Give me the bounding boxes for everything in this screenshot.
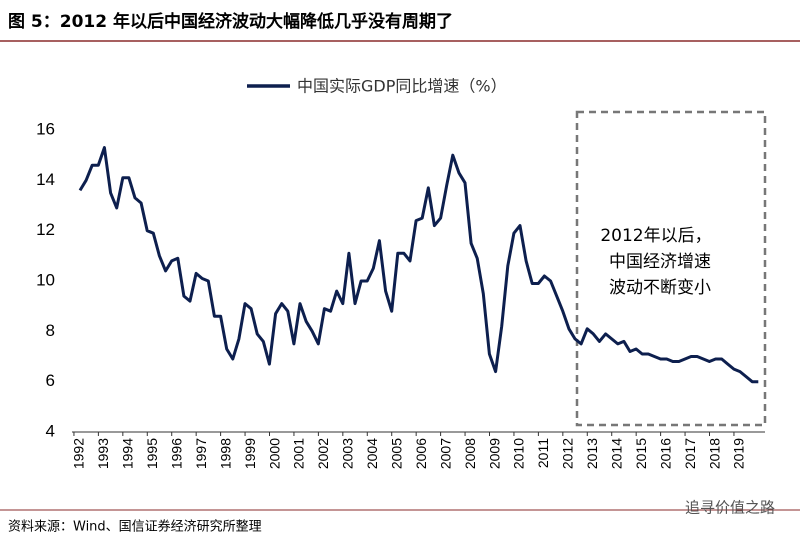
x-tick-label: 2018	[706, 438, 722, 469]
annotation-box	[575, 110, 767, 427]
x-tick-label: 2002	[315, 438, 331, 469]
x-tick-label: 1992	[71, 438, 87, 469]
x-tick-label: 1993	[95, 438, 111, 469]
x-tick-label: 2003	[340, 438, 356, 469]
y-tick-label: 4	[46, 421, 55, 440]
x-tick-label: 2015	[633, 438, 649, 469]
x-tick-label: 2011	[535, 438, 551, 468]
x-tick-label: 2012	[560, 438, 576, 469]
x-tick-label: 1996	[168, 438, 184, 469]
watermark: 追寻价值之路	[685, 499, 775, 517]
legend-label: 中国实际GDP同比增速（%）	[297, 77, 507, 96]
x-tick-label: 2010	[511, 438, 527, 469]
annotation: 2012年以后，	[600, 226, 711, 246]
y-tick-label: 8	[46, 321, 55, 340]
x-tick-label: 2000	[266, 438, 282, 469]
x-tick-label: 2006	[413, 438, 429, 469]
x-tick-label: 1999	[242, 438, 258, 469]
x-tick-label: 1995	[144, 438, 160, 469]
chart-title: 图 5：2012 年以后中国经济波动大幅降低几乎没有周期了	[8, 11, 453, 32]
x-tick-label: 1997	[193, 438, 209, 469]
annotation: 波动不断变小	[609, 278, 711, 298]
x-tick-label: 2005	[388, 438, 404, 469]
annotation: 中国经济增速	[609, 252, 711, 272]
line	[78, 146, 759, 384]
x-tick-label: 2007	[437, 438, 453, 469]
y-tick-label: 10	[36, 270, 55, 289]
y-tick-label: 14	[36, 170, 55, 189]
y-tick-label: 16	[36, 119, 55, 138]
x-tick-label: 1994	[120, 438, 136, 469]
x-tick-label: 2019	[731, 438, 747, 469]
x-tick-label: 2013	[584, 438, 600, 469]
y-tick-label: 6	[46, 371, 55, 390]
y-tick-label: 12	[36, 220, 55, 239]
x-tick-label: 2009	[486, 438, 502, 469]
x-tick-label: 2016	[657, 438, 673, 469]
x-tick-label: 2017	[682, 438, 698, 469]
x-tick-label: 2001	[291, 438, 307, 469]
x-tick-label: 2008	[462, 438, 478, 469]
x-tick-label: 2014	[608, 438, 624, 469]
x-tick-label: 2004	[364, 438, 380, 469]
x-tick-label: 1998	[217, 438, 233, 469]
source: 资料来源：Wind、国信证券经济研究所整理	[8, 519, 262, 535]
